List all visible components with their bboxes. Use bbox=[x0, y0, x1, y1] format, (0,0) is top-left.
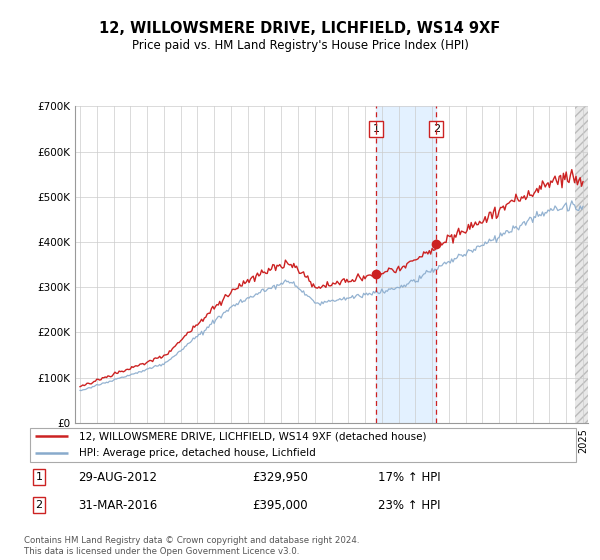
Text: 29-AUG-2012: 29-AUG-2012 bbox=[78, 470, 157, 484]
Text: 23% ↑ HPI: 23% ↑ HPI bbox=[378, 498, 440, 512]
Text: Price paid vs. HM Land Registry's House Price Index (HPI): Price paid vs. HM Land Registry's House … bbox=[131, 39, 469, 52]
Bar bbox=[575, 106, 588, 423]
Text: 12, WILLOWSMERE DRIVE, LICHFIELD, WS14 9XF (detached house): 12, WILLOWSMERE DRIVE, LICHFIELD, WS14 9… bbox=[79, 431, 427, 441]
Text: 2: 2 bbox=[35, 500, 43, 510]
Text: 1: 1 bbox=[373, 124, 380, 134]
Text: 12, WILLOWSMERE DRIVE, LICHFIELD, WS14 9XF: 12, WILLOWSMERE DRIVE, LICHFIELD, WS14 9… bbox=[100, 21, 500, 36]
Text: 2: 2 bbox=[433, 124, 440, 134]
FancyBboxPatch shape bbox=[30, 428, 576, 462]
Text: 1: 1 bbox=[35, 472, 43, 482]
Text: £395,000: £395,000 bbox=[252, 498, 308, 512]
Text: Contains HM Land Registry data © Crown copyright and database right 2024.
This d: Contains HM Land Registry data © Crown c… bbox=[24, 536, 359, 556]
Bar bbox=[376, 106, 436, 423]
Text: 31-MAR-2016: 31-MAR-2016 bbox=[78, 498, 157, 512]
Text: £329,950: £329,950 bbox=[252, 470, 308, 484]
Text: 17% ↑ HPI: 17% ↑ HPI bbox=[378, 470, 440, 484]
Text: HPI: Average price, detached house, Lichfield: HPI: Average price, detached house, Lich… bbox=[79, 447, 316, 458]
